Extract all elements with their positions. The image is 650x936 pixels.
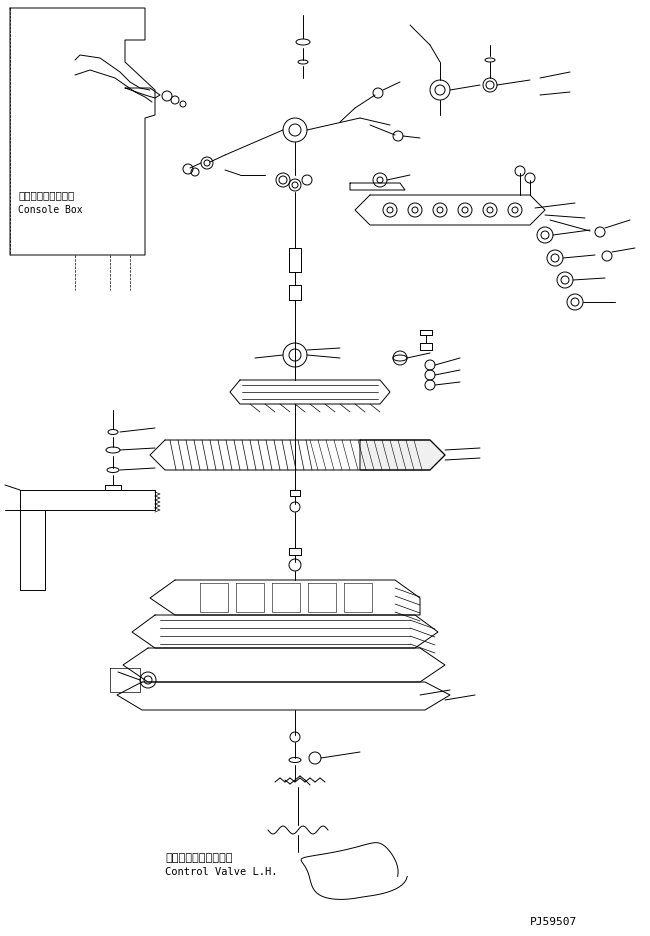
- Text: コントロールバルブ左: コントロールバルブ左: [165, 853, 233, 863]
- Text: Console Box: Console Box: [18, 205, 83, 215]
- Text: コンソールボックス: コンソールボックス: [18, 190, 74, 200]
- Ellipse shape: [296, 39, 310, 45]
- Text: PJ59507: PJ59507: [530, 917, 577, 927]
- Polygon shape: [360, 440, 445, 470]
- Ellipse shape: [108, 430, 118, 434]
- Text: Control Valve L.H.: Control Valve L.H.: [165, 867, 278, 877]
